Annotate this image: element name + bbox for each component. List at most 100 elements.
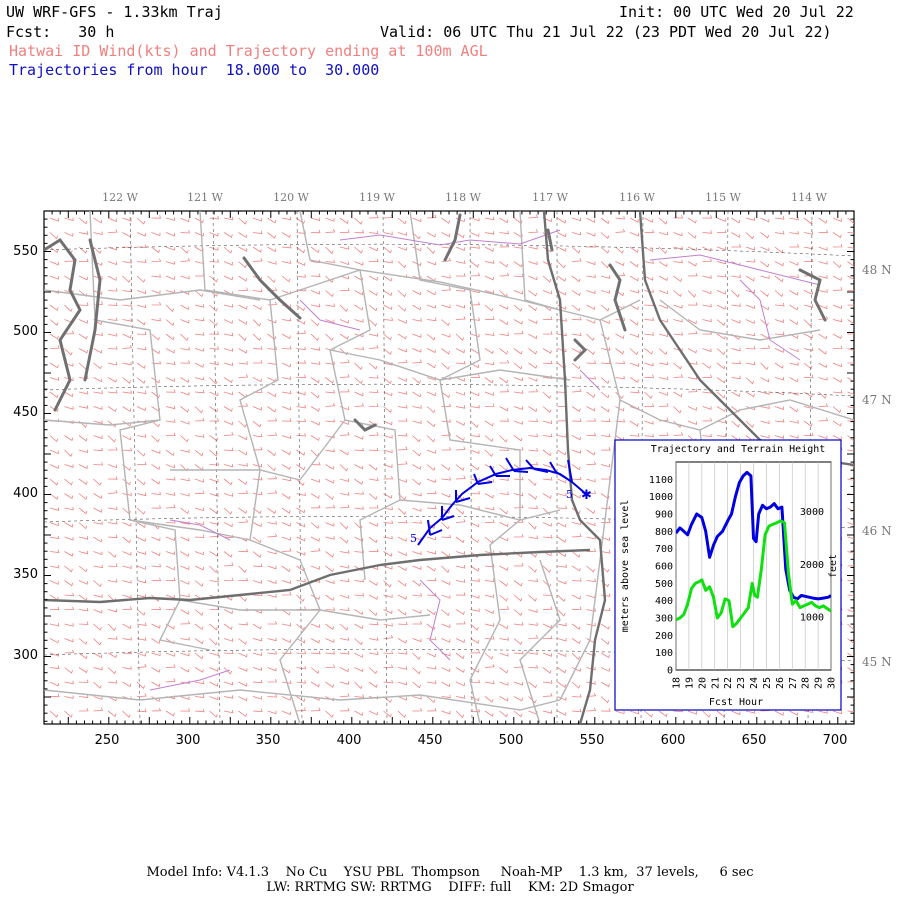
wind-barb <box>107 333 118 337</box>
wind-barb <box>296 665 306 670</box>
wind-barb <box>252 476 263 481</box>
wind-barb <box>368 522 378 527</box>
wind-barb <box>470 649 481 654</box>
wind-barb <box>107 229 118 233</box>
wind-barb <box>412 435 421 443</box>
inset-y2-tick-label: 3000 <box>800 507 824 518</box>
wind-barb <box>455 420 465 426</box>
wind-barb <box>165 405 176 410</box>
wind-barb <box>731 347 741 352</box>
wind-barb <box>49 638 59 644</box>
wind-barb <box>803 347 814 352</box>
wind-barb <box>441 609 450 617</box>
wind-barb <box>107 275 117 281</box>
wind-barb <box>107 680 118 684</box>
wind-barb <box>557 622 567 627</box>
wind-barb <box>571 332 582 336</box>
inset-x-tick-label: 19 <box>684 677 695 689</box>
wind-barb <box>151 274 161 278</box>
wind-barb <box>847 507 854 513</box>
wind-barb <box>687 246 697 252</box>
wind-barb <box>571 667 581 672</box>
wind-barb <box>383 551 393 557</box>
wind-barb <box>383 650 394 655</box>
wind-barb <box>296 638 306 644</box>
wind-barb <box>194 623 204 631</box>
wind-barb <box>252 463 263 468</box>
wind-barb <box>629 319 639 326</box>
wind-barb <box>455 316 466 320</box>
wind-barb <box>789 333 799 339</box>
wind-barb <box>847 536 854 540</box>
wind-barb <box>818 333 828 340</box>
wind-barb <box>426 304 436 309</box>
wind-barb <box>542 652 552 657</box>
wind-barb <box>397 696 407 701</box>
wind-barb <box>586 666 596 671</box>
wind-barb <box>847 623 854 631</box>
wind-barb <box>774 419 785 423</box>
wind-barb <box>832 275 842 281</box>
wind-barb <box>136 536 146 542</box>
wind-barb <box>310 319 320 327</box>
wind-barb <box>78 522 88 530</box>
wind-barb <box>731 243 742 248</box>
wind-barb <box>499 594 508 602</box>
wind-barb <box>847 217 854 225</box>
wind-barb <box>789 710 799 716</box>
wind-barb <box>470 433 480 438</box>
wind-barb <box>702 362 711 370</box>
wind-barb <box>426 577 437 582</box>
wind-barb <box>267 651 277 655</box>
wind-barb <box>49 319 59 326</box>
wind-barb <box>658 403 669 407</box>
wind-barb <box>339 522 349 530</box>
wind-barb <box>470 232 480 237</box>
wind-barb <box>644 403 655 407</box>
wind-barb <box>194 478 204 483</box>
wind-barb <box>209 304 218 312</box>
wind-barb <box>499 696 509 702</box>
wind-barb <box>252 507 262 515</box>
wind-barb <box>441 477 451 481</box>
wind-barb <box>644 362 654 367</box>
wind-barb <box>64 536 74 541</box>
wind-barb <box>209 449 218 457</box>
wind-barb <box>789 435 799 439</box>
wind-barb <box>774 362 784 369</box>
wind-barb <box>397 333 407 340</box>
wind-barb <box>136 390 147 395</box>
wind-barb <box>151 317 161 322</box>
wind-barb <box>325 448 335 453</box>
wind-barb <box>499 272 510 277</box>
wind-barb <box>267 261 277 265</box>
wind-barb <box>368 375 379 379</box>
wind-barb <box>774 261 784 267</box>
wind-barb <box>586 217 596 223</box>
inset-x-tick-label: 23 <box>736 677 747 689</box>
wind-barb <box>267 550 277 555</box>
wind-barb <box>832 243 843 248</box>
wind-barb <box>600 261 610 269</box>
wind-barb <box>165 333 175 341</box>
wind-barb <box>107 476 118 480</box>
wind-barb <box>310 246 320 254</box>
wind-barb <box>658 710 668 717</box>
wind-barb <box>470 261 479 268</box>
wind-barb <box>64 377 74 382</box>
wind-barb <box>441 667 451 672</box>
wind-barb <box>731 319 741 324</box>
wind-barb <box>412 507 422 512</box>
wind-barb <box>412 620 423 625</box>
wind-barb <box>93 681 102 689</box>
wind-barb <box>615 246 624 254</box>
wind-barb <box>760 290 769 297</box>
wind-barb <box>165 504 176 509</box>
wind-barb <box>600 347 611 351</box>
inset-title: Trajectory and Terrain Height <box>651 444 826 455</box>
wind-barb <box>165 464 175 469</box>
wind-barb <box>78 679 89 683</box>
wind-barb <box>64 304 73 312</box>
wind-barb <box>832 333 842 340</box>
wind-barb <box>267 391 277 398</box>
